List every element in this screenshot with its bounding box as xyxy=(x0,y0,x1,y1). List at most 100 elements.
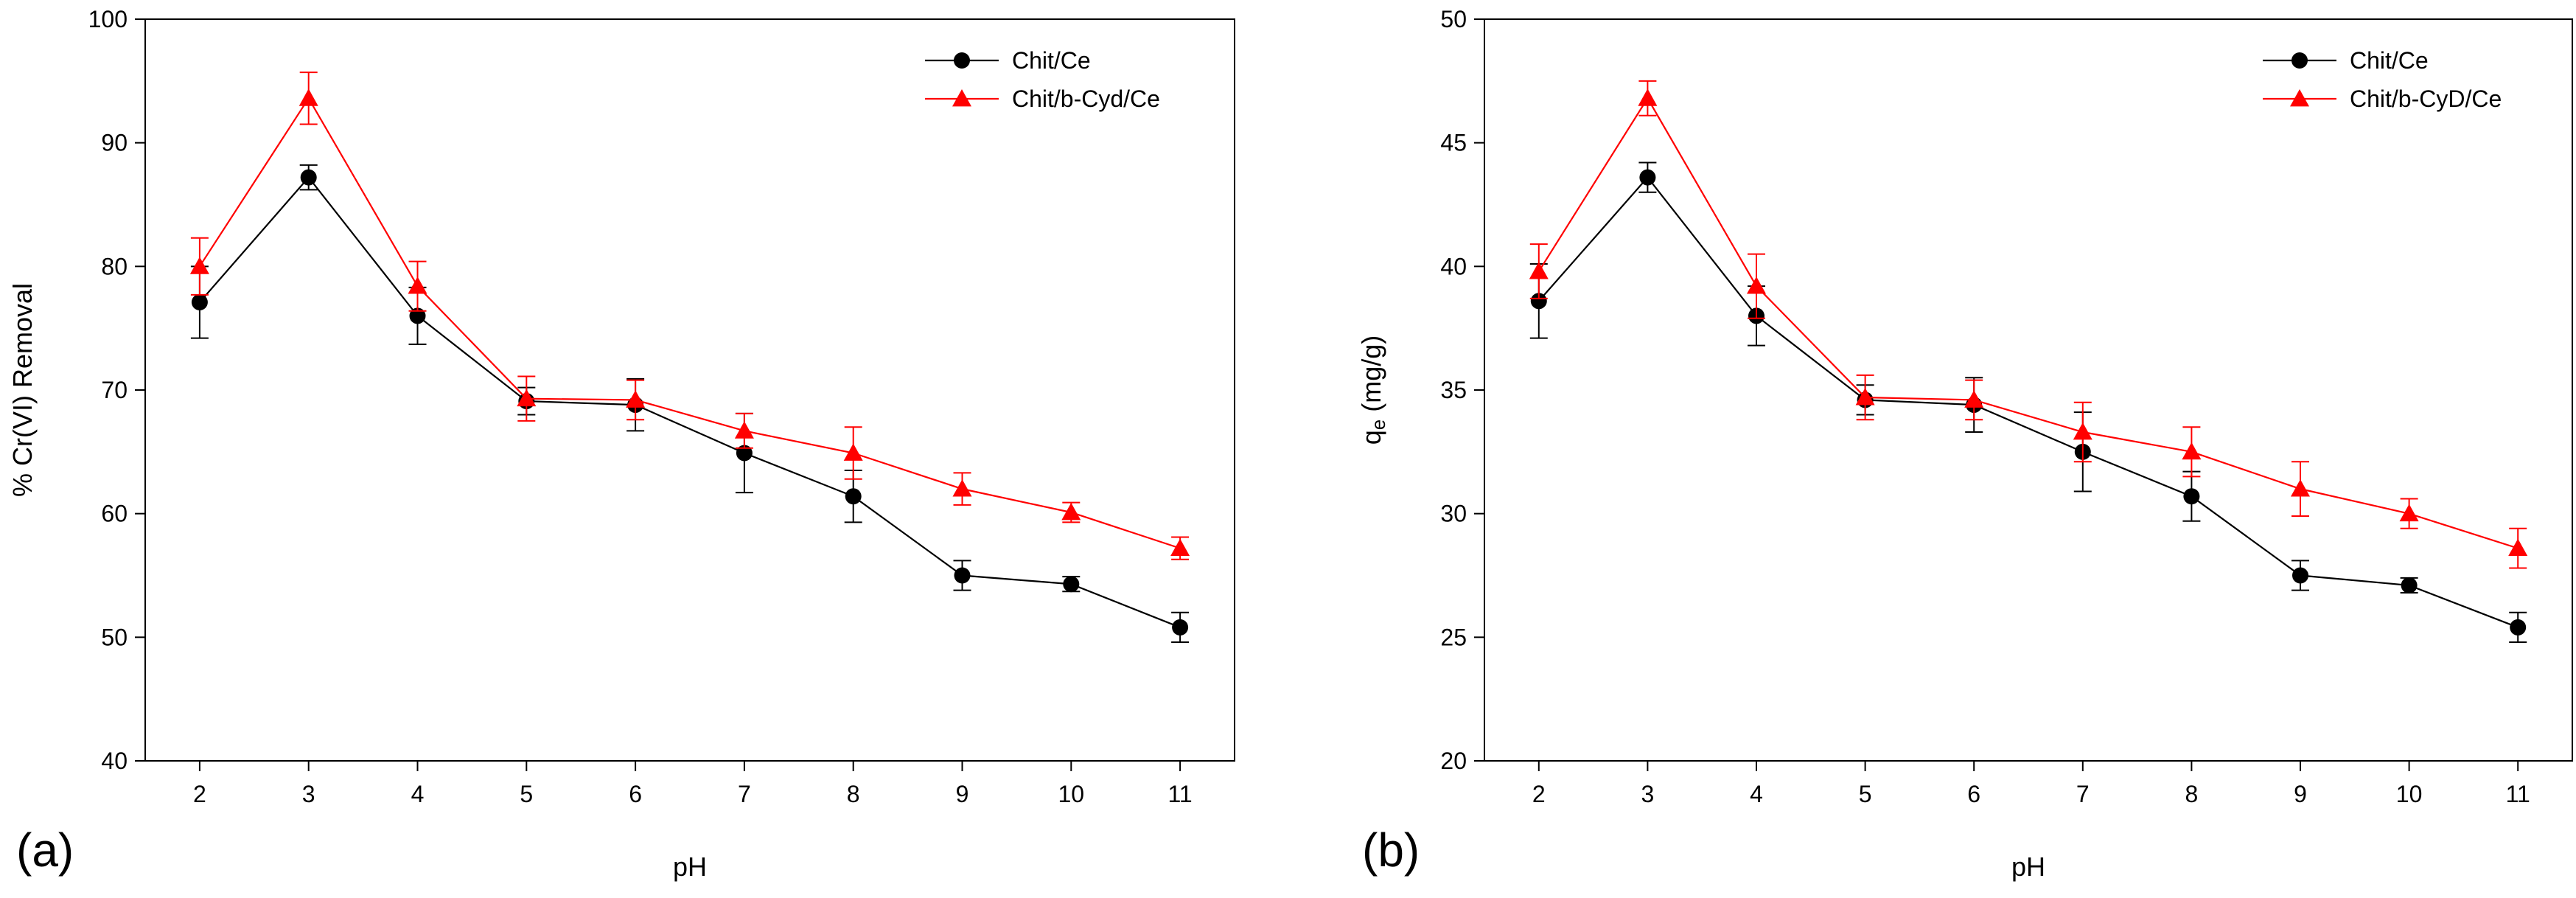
legend-marker xyxy=(2290,89,2309,107)
x-tick-label: 7 xyxy=(2076,781,2090,807)
data-point xyxy=(1964,390,1984,408)
y-tick-label: 50 xyxy=(101,624,128,650)
data-point xyxy=(1170,538,1190,557)
x-tick-label: 3 xyxy=(1641,781,1655,807)
data-point xyxy=(1530,293,1547,310)
series-circle xyxy=(1529,161,2527,644)
y-axis-title-b: qe (mg/g) xyxy=(1356,335,1390,445)
data-point xyxy=(736,445,753,462)
data-point xyxy=(952,479,972,497)
x-tick-label: 7 xyxy=(738,781,751,807)
y-axis-a: 40 50 60 70 80 90 100 xyxy=(88,6,145,774)
x-tick-label: 2 xyxy=(1532,781,1546,807)
panel-label-a: (a) xyxy=(16,824,74,877)
data-point xyxy=(1638,88,1658,106)
data-point xyxy=(517,389,537,407)
legend-label: Chit/b-Cyd/Ce xyxy=(1012,86,1160,112)
series-line xyxy=(199,175,1181,628)
y-tick-label: 40 xyxy=(1440,253,1467,279)
data-point xyxy=(1063,576,1080,593)
data-point xyxy=(1747,276,1766,294)
x-tick-label: 11 xyxy=(1167,781,1192,807)
legend-label: Chit/Ce xyxy=(2350,47,2429,74)
data-point xyxy=(2508,538,2528,557)
data-point xyxy=(189,257,209,274)
series-line xyxy=(1537,175,2519,628)
x-axis-a: 2 3 4 5 6 7 8 9 10 11 xyxy=(193,761,1193,807)
y-tick-label: 30 xyxy=(1440,501,1467,527)
y-tick-label: 70 xyxy=(101,377,128,403)
y-axis-title-main: q xyxy=(1356,430,1386,445)
data-point xyxy=(408,276,427,294)
data-point xyxy=(954,567,971,584)
data-point xyxy=(2399,504,2419,522)
y-tick-label: 45 xyxy=(1440,130,1467,156)
legend-a: Chit/Ce Chit/b-Cyd/Ce xyxy=(925,47,1160,112)
legend-marker xyxy=(954,52,970,69)
series-circle xyxy=(190,164,1190,644)
data-point xyxy=(300,169,317,186)
data-point xyxy=(2292,567,2308,584)
x-tick-label: 8 xyxy=(2185,781,2199,807)
x-tick-label: 5 xyxy=(1859,781,1872,807)
x-tick-label: 2 xyxy=(193,781,206,807)
x-tick-label: 8 xyxy=(847,781,860,807)
x-tick-label: 10 xyxy=(2396,781,2423,807)
y-tick-label: 20 xyxy=(1440,748,1467,774)
legend-marker xyxy=(2291,52,2308,69)
series-marks-b xyxy=(1529,80,2528,644)
data-point xyxy=(191,293,208,310)
data-point xyxy=(2182,442,2202,460)
y-tick-label: 60 xyxy=(101,501,128,527)
legend-b: Chit/Ce Chit/b-CyD/Ce xyxy=(2263,47,2502,112)
y-tick-label: 90 xyxy=(101,130,128,156)
x-tick-label: 11 xyxy=(2506,781,2530,807)
x-tick-label: 9 xyxy=(956,781,969,807)
y-axis-title-a: % Cr(VI) Removal xyxy=(7,283,38,497)
legend-label: Chit/b-CyD/Ce xyxy=(2350,86,2502,112)
data-point xyxy=(843,443,863,461)
data-point xyxy=(1639,169,1656,186)
legend-marker xyxy=(952,89,971,107)
data-point xyxy=(409,307,426,324)
y-tick-label: 40 xyxy=(101,748,128,774)
panel-label-b: (b) xyxy=(1362,824,1420,877)
x-tick-label: 10 xyxy=(1058,781,1085,807)
x-axis-b: 2 3 4 5 6 7 8 9 10 11 xyxy=(1532,761,2530,807)
data-point xyxy=(2291,479,2310,497)
x-axis-title-b: pH xyxy=(2011,852,2045,882)
series-line xyxy=(198,97,1181,549)
x-tick-label: 4 xyxy=(411,781,425,807)
y-axis-b: 20 25 30 35 40 45 50 xyxy=(1440,6,1484,774)
data-point xyxy=(626,390,646,408)
plot-area-a xyxy=(144,18,1235,762)
y-tick-label: 80 xyxy=(101,253,128,279)
y-axis-title-sub: e xyxy=(1367,420,1389,430)
series-line xyxy=(1537,97,2519,549)
x-tick-label: 9 xyxy=(2294,781,2307,807)
plot-area-b xyxy=(1484,18,2573,762)
data-point xyxy=(2510,619,2527,636)
data-point xyxy=(2073,422,2092,440)
data-point xyxy=(845,488,862,505)
series-marks-a xyxy=(189,72,1190,644)
legend-label: Chit/Ce xyxy=(1012,47,1091,74)
data-point xyxy=(1172,619,1189,636)
y-tick-label: 35 xyxy=(1440,377,1467,403)
series-triangle xyxy=(189,72,1190,560)
y-tick-label: 100 xyxy=(88,6,128,32)
y-tick-label: 25 xyxy=(1440,624,1467,650)
data-point xyxy=(299,88,318,106)
x-tick-label: 4 xyxy=(1750,781,1763,807)
x-tick-label: 6 xyxy=(1967,781,1980,807)
data-point xyxy=(2401,577,2418,594)
y-axis-title-main: % Cr(VI) Removal xyxy=(7,283,38,497)
y-tick-label: 50 xyxy=(1440,6,1467,32)
data-point xyxy=(1855,388,1875,406)
x-axis-title-a: pH xyxy=(673,852,707,882)
data-point xyxy=(2183,488,2200,505)
y-axis-title-rest: (mg/g) xyxy=(1356,335,1386,420)
